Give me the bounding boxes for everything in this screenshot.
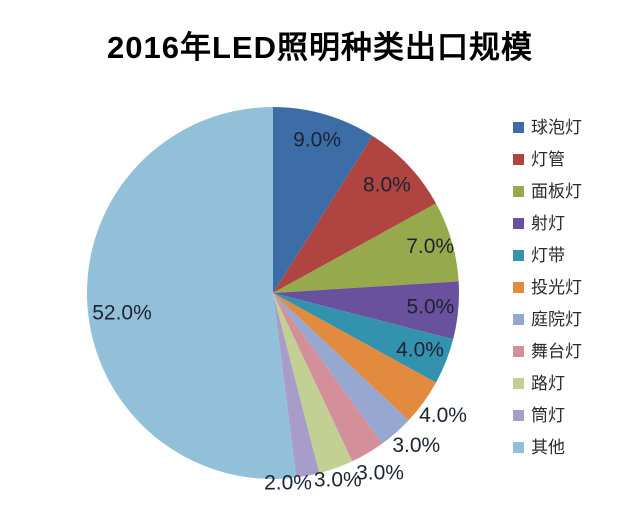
- data-label-灯带: 4.0%: [396, 339, 444, 362]
- pie-slice-射灯: [273, 281, 459, 340]
- legend-item-庭院灯: 庭院灯: [513, 310, 582, 329]
- data-label-球泡灯: 9.0%: [293, 129, 341, 152]
- data-label-路灯: 3.0%: [314, 469, 362, 492]
- legend-swatch-icon: [513, 154, 524, 165]
- legend-swatch-icon: [513, 346, 524, 357]
- legend-item-灯带: 灯带: [513, 246, 582, 265]
- pie-slice-路灯: [273, 293, 353, 474]
- legend: 球泡灯灯管面板灯射灯灯带投光灯庭院灯舞台灯路灯筒灯其他: [513, 118, 582, 457]
- legend-swatch-icon: [513, 122, 524, 133]
- legend-item-面板灯: 面板灯: [513, 182, 582, 201]
- pie-slice-筒灯: [273, 293, 320, 478]
- data-label-筒灯: 2.0%: [264, 472, 312, 495]
- data-label-庭院灯: 3.0%: [392, 434, 440, 457]
- pie-slice-灯管: [273, 135, 436, 293]
- legend-label: 灯管: [531, 150, 565, 169]
- legend-item-球泡灯: 球泡灯: [513, 118, 582, 137]
- pie-slice-球泡灯: [273, 107, 373, 293]
- legend-label: 面板灯: [531, 182, 582, 201]
- legend-item-舞台灯: 舞台灯: [513, 342, 582, 361]
- data-label-投光灯: 4.0%: [419, 404, 467, 427]
- legend-label: 筒灯: [531, 406, 565, 425]
- pie-slice-其他: [86, 107, 297, 479]
- legend-label: 射灯: [531, 214, 565, 233]
- data-label-灯管: 8.0%: [363, 174, 411, 197]
- legend-item-投光灯: 投光灯: [513, 278, 582, 297]
- legend-item-其他: 其他: [513, 438, 582, 457]
- chart-title: 2016年LED照明种类出口规模: [107, 30, 533, 65]
- data-label-其他: 52.0%: [92, 302, 152, 325]
- legend-swatch-icon: [513, 378, 524, 389]
- legend-swatch-icon: [513, 218, 524, 229]
- pie-slice-灯带: [273, 293, 454, 383]
- legend-swatch-icon: [513, 410, 524, 421]
- legend-label: 路灯: [531, 374, 565, 393]
- legend-swatch-icon: [513, 250, 524, 261]
- legend-label: 其他: [531, 438, 565, 457]
- legend-item-路灯: 路灯: [513, 374, 582, 393]
- pie-slice-面板灯: [273, 203, 459, 293]
- data-label-射灯: 5.0%: [406, 295, 454, 318]
- legend-label: 投光灯: [531, 278, 582, 297]
- legend-item-灯管: 灯管: [513, 150, 582, 169]
- legend-swatch-icon: [513, 442, 524, 453]
- pie-slice-庭院灯: [273, 293, 409, 444]
- legend-label: 庭院灯: [531, 310, 582, 329]
- data-label-面板灯: 7.0%: [406, 235, 454, 258]
- legend-swatch-icon: [513, 186, 524, 197]
- pie-slice-舞台灯: [273, 293, 383, 462]
- legend-label: 灯带: [531, 246, 565, 265]
- legend-swatch-icon: [513, 314, 524, 325]
- legend-item-筒灯: 筒灯: [513, 406, 582, 425]
- legend-item-射灯: 射灯: [513, 214, 582, 233]
- legend-label: 舞台灯: [531, 342, 582, 361]
- legend-label: 球泡灯: [531, 118, 582, 137]
- pie-slice-投光灯: [273, 293, 436, 421]
- data-label-舞台灯: 3.0%: [356, 461, 404, 484]
- legend-swatch-icon: [513, 282, 524, 293]
